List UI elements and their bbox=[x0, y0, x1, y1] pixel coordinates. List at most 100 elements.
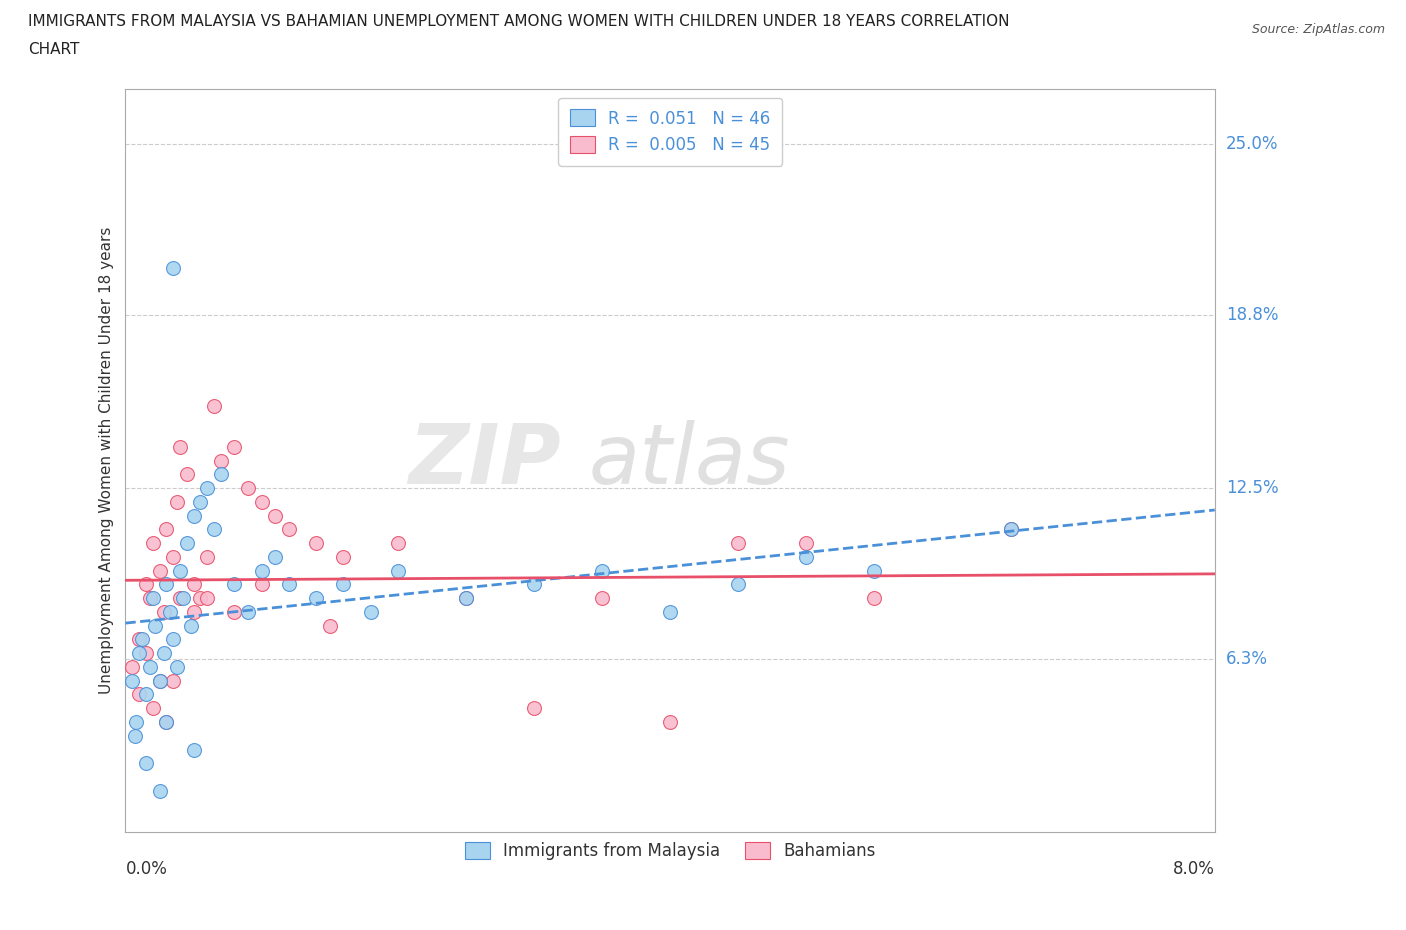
Point bbox=[659, 714, 682, 729]
Point bbox=[183, 604, 205, 619]
Point bbox=[142, 536, 165, 551]
Point bbox=[202, 398, 225, 413]
Point bbox=[591, 564, 613, 578]
Point bbox=[591, 591, 613, 605]
Point bbox=[224, 440, 246, 455]
Text: 0.0%: 0.0% bbox=[125, 860, 167, 878]
Point bbox=[142, 701, 165, 716]
Point bbox=[305, 591, 328, 605]
Point bbox=[727, 577, 749, 591]
Point bbox=[190, 591, 212, 605]
Point bbox=[305, 536, 328, 551]
Point bbox=[145, 618, 167, 633]
Y-axis label: Unemployment Among Women with Children Under 18 years: Unemployment Among Women with Children U… bbox=[100, 227, 114, 695]
Point bbox=[148, 783, 170, 798]
Point bbox=[169, 564, 191, 578]
Point bbox=[169, 591, 191, 605]
Point bbox=[142, 591, 165, 605]
Point bbox=[319, 618, 342, 633]
Point bbox=[523, 577, 546, 591]
Point bbox=[195, 481, 218, 496]
Point bbox=[139, 591, 162, 605]
Point bbox=[224, 577, 246, 591]
Text: atlas: atlas bbox=[589, 420, 790, 501]
Point bbox=[1000, 522, 1022, 537]
Point bbox=[155, 522, 177, 537]
Point bbox=[863, 591, 886, 605]
Point bbox=[166, 659, 188, 674]
Point bbox=[264, 550, 287, 565]
Point bbox=[454, 591, 477, 605]
Point bbox=[190, 495, 212, 510]
Point bbox=[332, 550, 354, 565]
Point bbox=[195, 591, 218, 605]
Point bbox=[183, 742, 205, 757]
Point bbox=[659, 604, 682, 619]
Text: 18.8%: 18.8% bbox=[1226, 306, 1278, 324]
Point bbox=[128, 632, 150, 647]
Point bbox=[387, 564, 409, 578]
Point bbox=[176, 467, 198, 482]
Point bbox=[148, 673, 170, 688]
Point bbox=[162, 260, 184, 275]
Point bbox=[128, 645, 150, 660]
Legend: Immigrants from Malaysia, Bahamians: Immigrants from Malaysia, Bahamians bbox=[456, 833, 884, 869]
Point bbox=[794, 550, 817, 565]
Point bbox=[155, 714, 177, 729]
Point bbox=[172, 591, 194, 605]
Point bbox=[236, 481, 259, 496]
Point bbox=[277, 577, 299, 591]
Point bbox=[162, 632, 184, 647]
Point bbox=[162, 550, 184, 565]
Point bbox=[148, 564, 170, 578]
Point bbox=[128, 687, 150, 702]
Point bbox=[155, 577, 177, 591]
Point bbox=[250, 564, 273, 578]
Point bbox=[169, 440, 191, 455]
Text: CHART: CHART bbox=[28, 42, 80, 57]
Point bbox=[794, 536, 817, 551]
Point bbox=[250, 495, 273, 510]
Point bbox=[152, 645, 174, 660]
Point bbox=[360, 604, 382, 619]
Text: IMMIGRANTS FROM MALAYSIA VS BAHAMIAN UNEMPLOYMENT AMONG WOMEN WITH CHILDREN UNDE: IMMIGRANTS FROM MALAYSIA VS BAHAMIAN UNE… bbox=[28, 14, 1010, 29]
Point bbox=[176, 536, 198, 551]
Text: 8.0%: 8.0% bbox=[1173, 860, 1215, 878]
Point bbox=[121, 659, 143, 674]
Point bbox=[209, 453, 232, 468]
Point bbox=[131, 632, 153, 647]
Text: Source: ZipAtlas.com: Source: ZipAtlas.com bbox=[1251, 23, 1385, 36]
Text: ZIP: ZIP bbox=[409, 420, 561, 501]
Point bbox=[250, 577, 273, 591]
Point bbox=[236, 604, 259, 619]
Text: 6.3%: 6.3% bbox=[1226, 650, 1268, 668]
Point bbox=[180, 618, 202, 633]
Point bbox=[121, 673, 143, 688]
Point bbox=[148, 673, 170, 688]
Point bbox=[124, 728, 146, 743]
Point bbox=[135, 687, 157, 702]
Point bbox=[863, 564, 886, 578]
Point bbox=[183, 509, 205, 524]
Point bbox=[166, 495, 188, 510]
Point bbox=[1000, 522, 1022, 537]
Point bbox=[152, 604, 174, 619]
Point bbox=[727, 536, 749, 551]
Point bbox=[139, 659, 162, 674]
Point bbox=[183, 577, 205, 591]
Point bbox=[202, 522, 225, 537]
Point bbox=[209, 467, 232, 482]
Text: 25.0%: 25.0% bbox=[1226, 136, 1278, 153]
Point bbox=[159, 604, 181, 619]
Point bbox=[224, 604, 246, 619]
Point bbox=[264, 509, 287, 524]
Point bbox=[162, 673, 184, 688]
Point bbox=[135, 645, 157, 660]
Point bbox=[135, 756, 157, 771]
Point bbox=[523, 701, 546, 716]
Point bbox=[125, 714, 148, 729]
Point bbox=[135, 577, 157, 591]
Point bbox=[454, 591, 477, 605]
Point bbox=[155, 714, 177, 729]
Point bbox=[277, 522, 299, 537]
